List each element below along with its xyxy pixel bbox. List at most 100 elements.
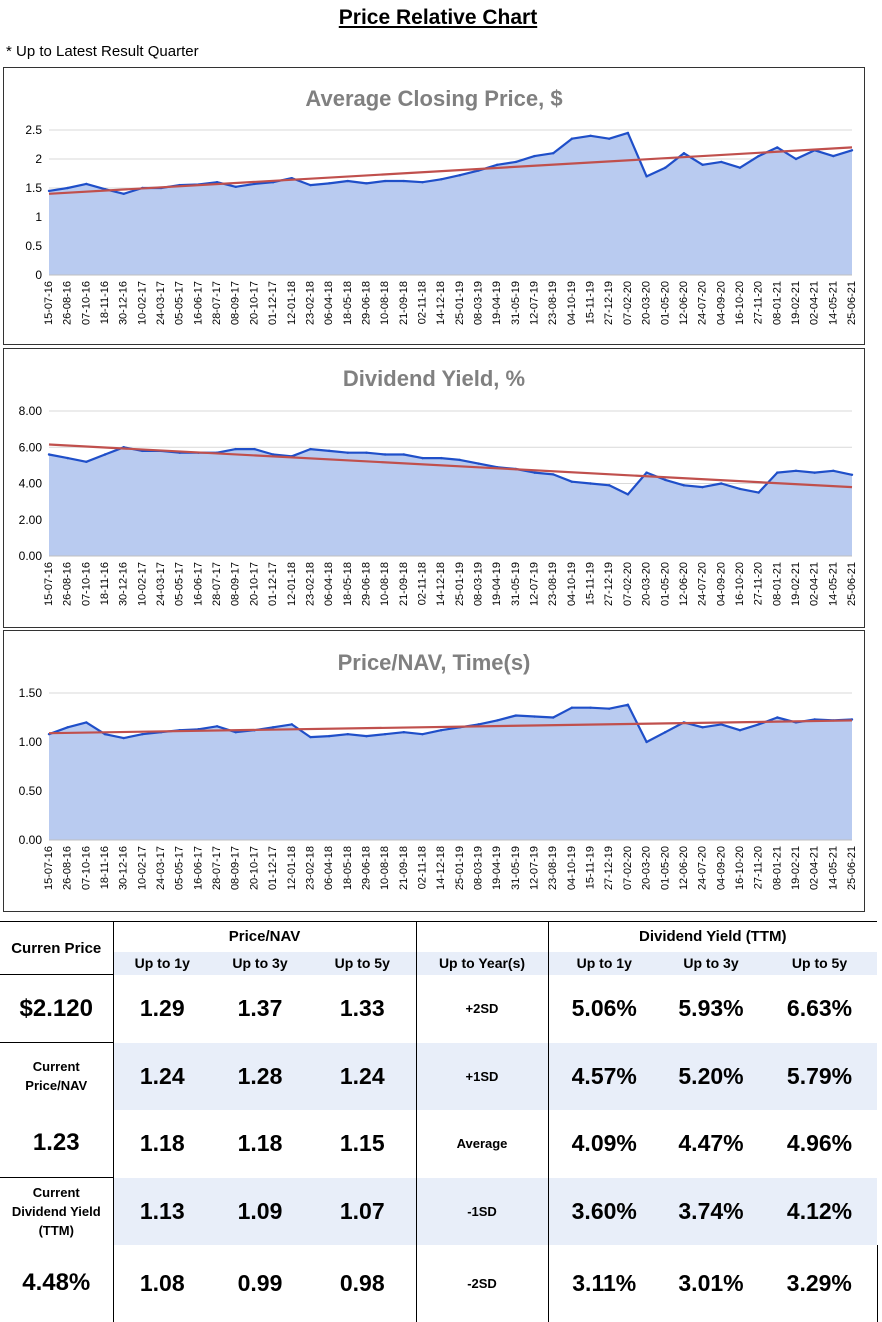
yield-col-1y: Up to 1y [547, 951, 660, 975]
x-tick-label: 25-01-19 [454, 846, 466, 890]
x-tick-label: 01-12-17 [267, 846, 279, 890]
pnav-value: 1.33 [339, 995, 385, 1021]
data-point [327, 182, 331, 185]
data-point [103, 732, 107, 736]
yield-value: 5.06% [547, 974, 660, 1043]
data-point [458, 458, 462, 462]
y-tick-label: 8.00 [19, 404, 43, 418]
data-point [85, 460, 88, 463]
data-point [552, 152, 555, 155]
x-tick-label: 14-05-21 [827, 562, 839, 606]
data-point [234, 731, 237, 734]
x-tick-label: 21-09-18 [398, 281, 410, 325]
data-point [439, 456, 443, 460]
x-tick-label: 14-12-18 [435, 846, 447, 890]
data-point [645, 471, 648, 474]
yield-value: 4.12% [762, 1177, 878, 1245]
x-tick-label: 18-11-16 [99, 562, 111, 605]
x-tick-label: 20-10-17 [248, 562, 260, 606]
x-tick-label: 25-01-19 [454, 281, 466, 325]
x-tick-label: 18-05-18 [342, 562, 354, 606]
sd-row-label: -2SD [415, 1244, 548, 1322]
x-tick-label: 23-02-18 [304, 846, 316, 890]
x-tick-label: 15-11-19 [585, 281, 597, 324]
pnav-value: 1.09 [211, 1177, 309, 1245]
data-point [570, 706, 574, 709]
data-point [66, 186, 69, 190]
yield-value: 5.20% [660, 1042, 762, 1110]
data-point [477, 462, 480, 465]
data-point [234, 447, 237, 451]
x-tick-label: 30-12-16 [118, 562, 130, 606]
data-point [552, 473, 555, 476]
data-point [514, 714, 518, 717]
x-tick-label: 21-09-18 [398, 562, 410, 606]
pnav-value: 1.15 [339, 1130, 385, 1156]
x-tick-label: 02-04-21 [809, 562, 821, 606]
data-point [327, 734, 331, 738]
data-point [794, 469, 798, 473]
data-point [402, 453, 406, 456]
x-tick-label: 14-12-18 [435, 562, 447, 606]
data-point [103, 453, 107, 456]
data-point [701, 163, 704, 166]
data-point [608, 707, 611, 710]
x-tick-label: 01-05-20 [659, 562, 671, 606]
sd-row-label: +1SD [415, 1042, 548, 1110]
data-point [664, 166, 667, 169]
yield-value: 3.11% [547, 1244, 660, 1322]
yield-col-3y: Up to 3y [660, 951, 762, 975]
x-tick-label: 01-12-17 [267, 562, 279, 606]
x-tick-label: 04-10-19 [566, 562, 578, 606]
x-tick-label: 07-02-20 [622, 562, 634, 606]
x-tick-label: 08-01-21 [771, 562, 783, 606]
yield-value: 3.74% [660, 1177, 762, 1245]
series-area [49, 704, 852, 840]
pnav-chart-panel: Price/NAV, Time(s) 0.00 0.50 1.00 1.50 15-07-… [3, 630, 865, 912]
x-tick-label: 14-05-21 [827, 281, 839, 325]
x-tick-label: 07-02-20 [622, 846, 634, 890]
x-tick-label: 15-07-16 [43, 562, 55, 606]
x-tick-label: 05-05-17 [174, 846, 186, 890]
x-tick-label: 27-11-20 [753, 281, 765, 324]
data-point [327, 449, 331, 453]
trend-line [48, 719, 853, 735]
x-tick-label: 12-06-20 [678, 562, 690, 606]
x-tick-label: 23-08-19 [547, 562, 559, 606]
data-point [626, 493, 630, 496]
chart-title: Average Closing Price, $ [305, 86, 562, 111]
x-tick-label: 12-06-20 [678, 281, 690, 325]
data-point [608, 484, 611, 487]
x-tick-label: 16-06-17 [192, 562, 204, 606]
data-point [552, 716, 555, 719]
yield-value: 4.47% [678, 1130, 744, 1156]
x-tick-label: 10-02-17 [136, 562, 148, 606]
x-tick-label: 19-02-21 [790, 562, 802, 606]
x-tick-label: 08-03-19 [473, 562, 485, 606]
data-point [813, 471, 816, 474]
yield-value: 4.09% [547, 1109, 660, 1178]
data-point [533, 471, 536, 474]
x-tick-label: 14-12-18 [435, 281, 447, 325]
x-tick-label: 05-05-17 [174, 562, 186, 606]
data-point [533, 715, 536, 718]
x-tick-label: 24-07-20 [697, 562, 709, 606]
pnav-value: 1.29 [112, 974, 211, 1043]
current-yield-label: Current Dividend Yield (TTM) [0, 1178, 113, 1245]
data-point [66, 456, 69, 460]
data-point [608, 137, 611, 140]
x-tick-label: 16-06-17 [192, 846, 204, 890]
x-tick-label: 02-11-18 [416, 281, 428, 324]
pnav-value: 1.13 [112, 1177, 211, 1245]
data-point [122, 736, 125, 740]
data-point [439, 178, 443, 181]
x-tick-label: 20-03-20 [641, 846, 653, 890]
data-point [234, 185, 237, 189]
x-tick-label: 18-11-16 [99, 846, 111, 889]
x-tick-label: 24-07-20 [697, 281, 709, 325]
y-tick-label: 2 [35, 152, 42, 166]
y-tick-label: 1 [35, 210, 42, 224]
x-tick-label: 10-08-18 [379, 562, 391, 606]
y-tick-label: 1.50 [19, 686, 43, 700]
data-point [794, 157, 798, 161]
